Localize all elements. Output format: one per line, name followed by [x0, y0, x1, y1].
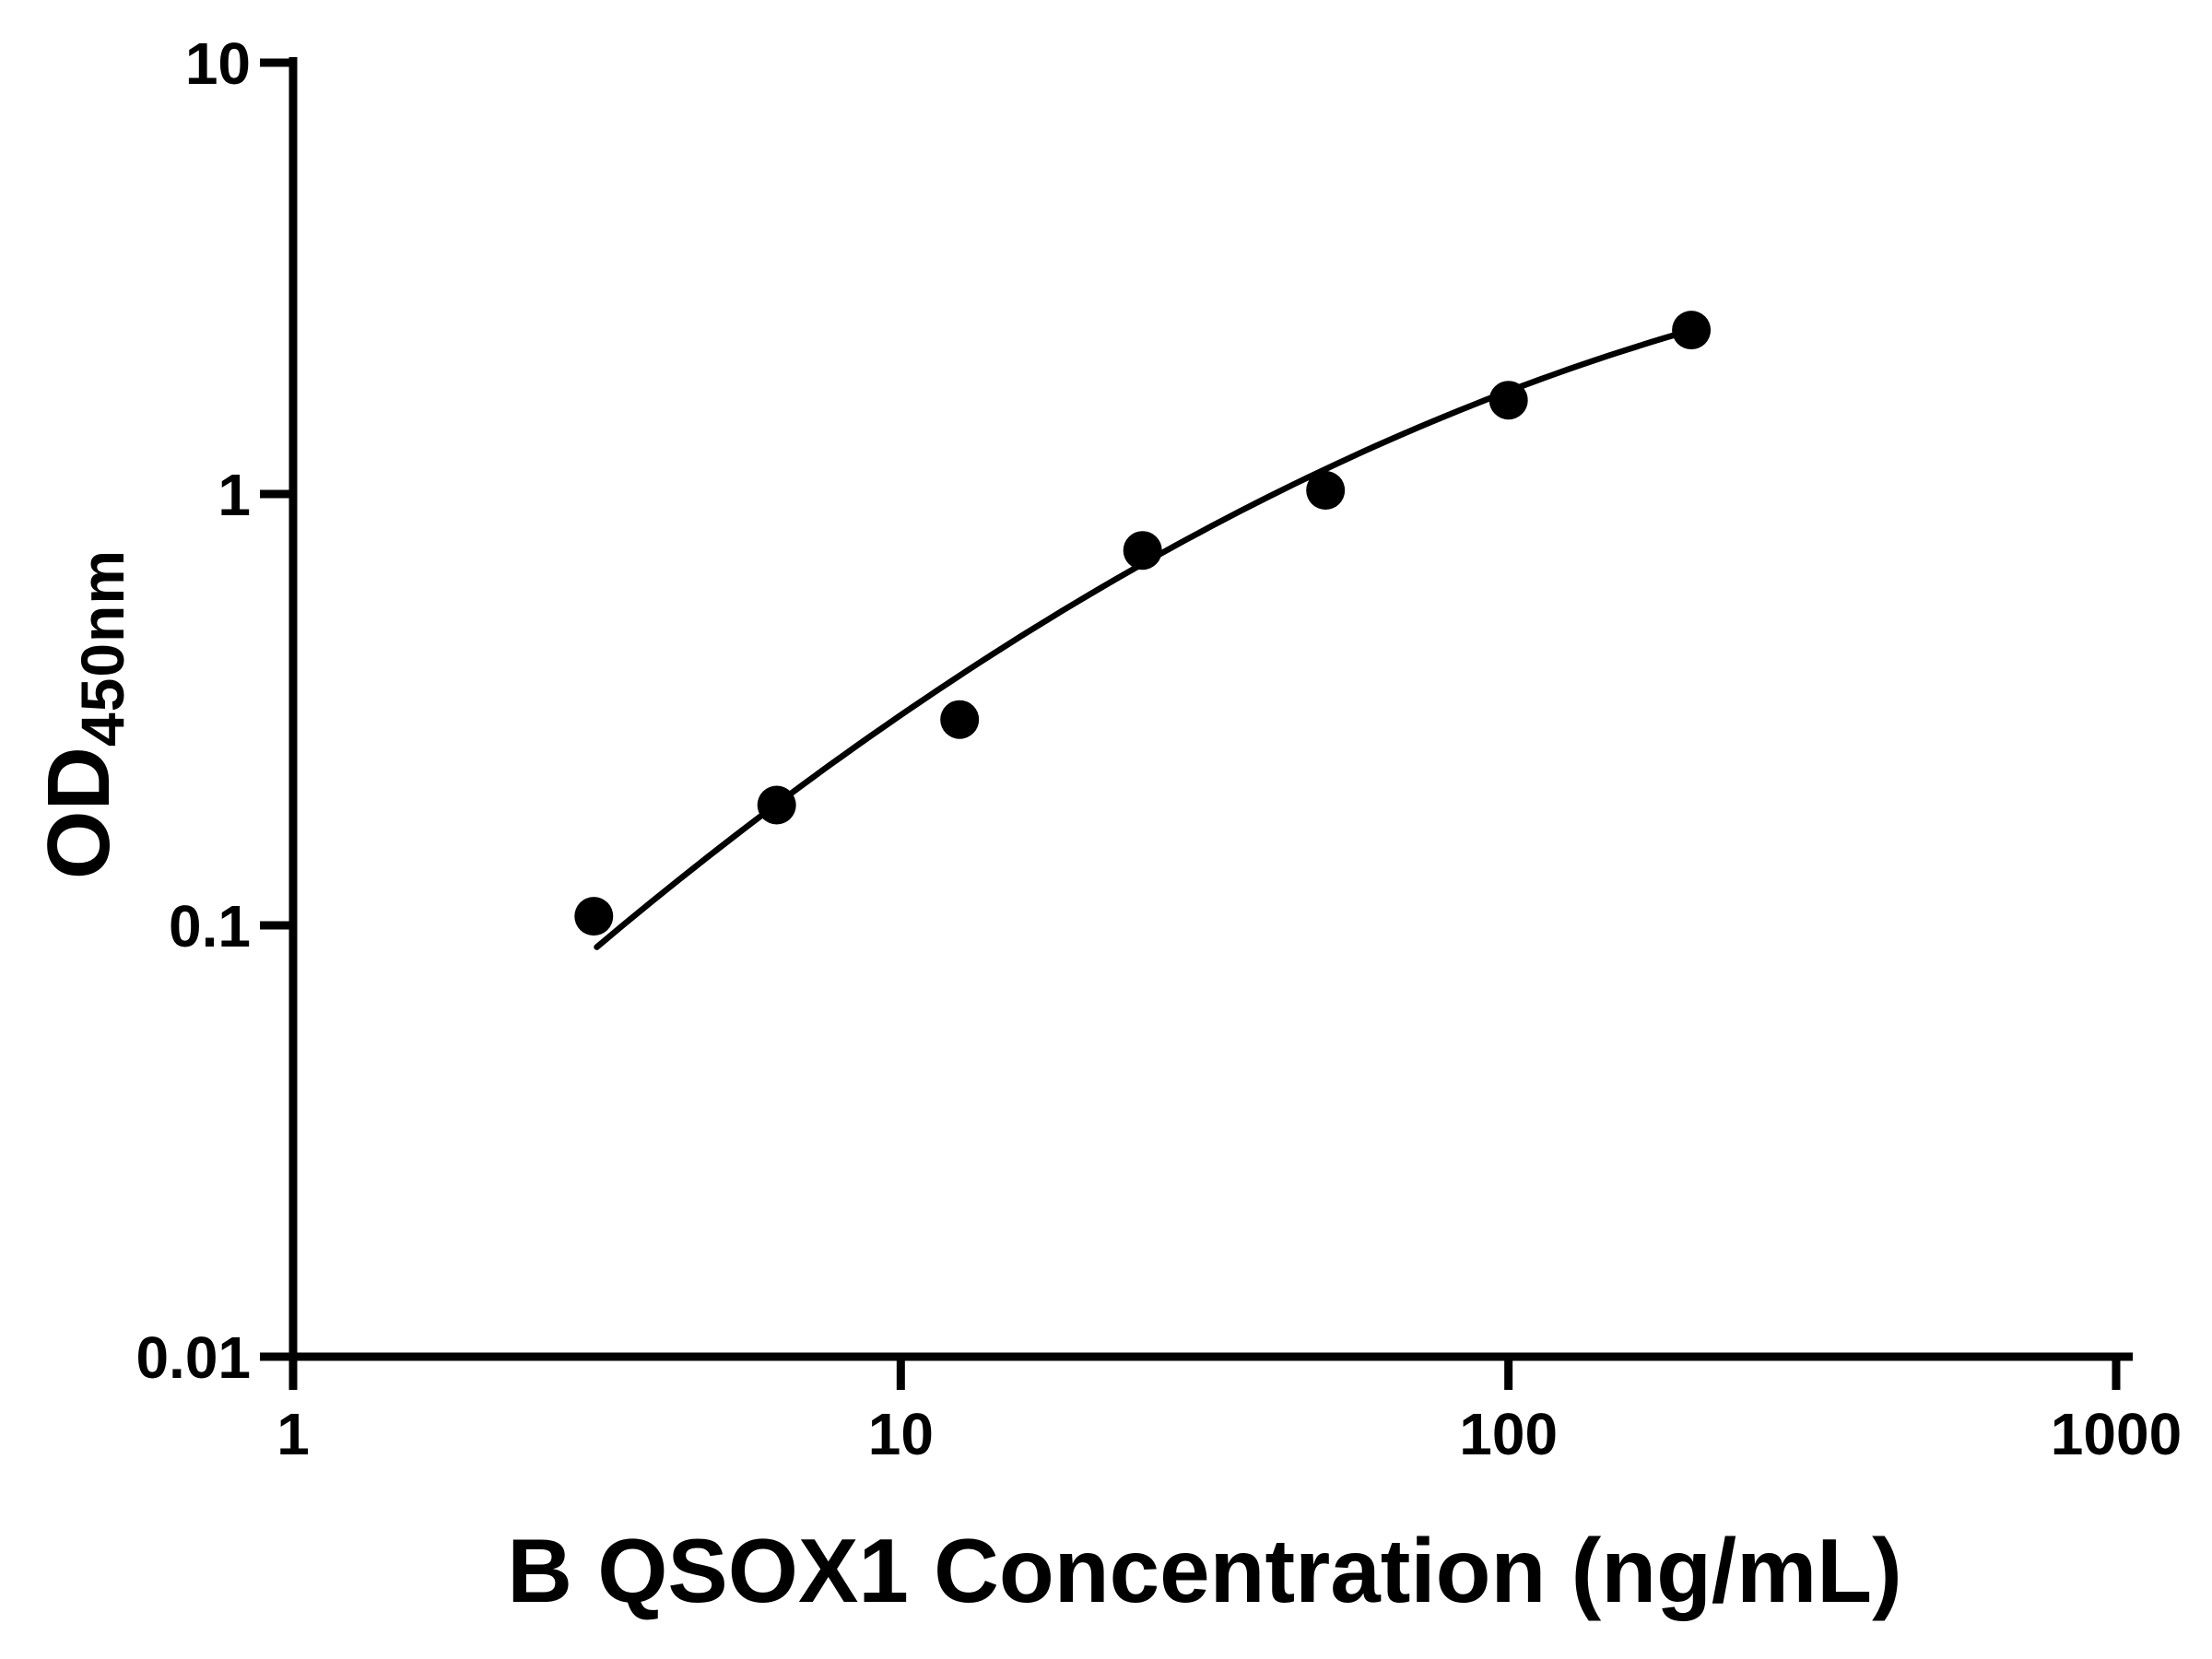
data-point-marker [1672, 311, 1712, 350]
x-tick-label: 100 [1459, 1401, 1558, 1467]
y-tick-label: 0.1 [169, 893, 251, 959]
data-point-marker [1306, 471, 1346, 510]
y-axis-title: OD450nm [29, 549, 137, 879]
data-point-marker [1488, 381, 1528, 420]
data-point-marker [574, 897, 614, 936]
x-axis-title: B QSOX1 Concentration (ng/mL) [507, 1520, 1902, 1621]
data-point-marker [757, 785, 796, 825]
x-tick-label: 1000 [2051, 1401, 2182, 1467]
x-tick-label: 1 [276, 1401, 310, 1467]
data-point-marker [1123, 531, 1162, 571]
y-tick-label: 10 [185, 30, 251, 97]
x-tick-label: 10 [868, 1401, 934, 1467]
fit-curve [594, 326, 1695, 950]
y-axis-title-subscript: 450nm [68, 548, 136, 747]
y-tick-label: 1 [218, 462, 251, 528]
y-axis-title-main: OD [29, 747, 128, 880]
y-tick-label: 0.01 [135, 1324, 251, 1391]
data-point-marker [940, 700, 980, 739]
